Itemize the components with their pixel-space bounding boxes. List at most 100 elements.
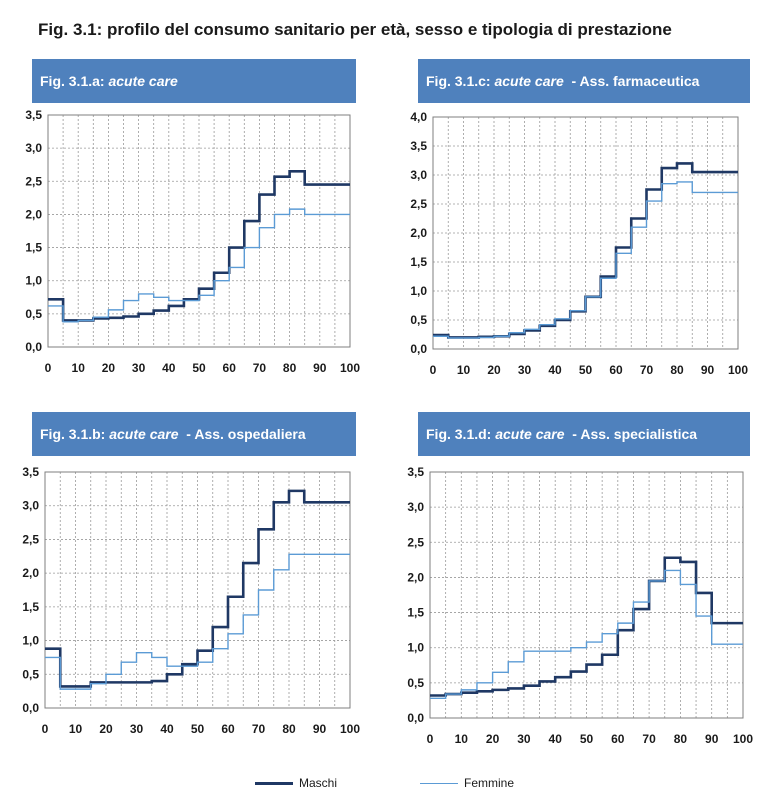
- y-tick-label: 1,0: [407, 641, 424, 655]
- panel-header-c: Fig. 3.1.c: acute care - Ass. farmaceuti…: [418, 59, 750, 103]
- x-tick-label: 100: [728, 363, 748, 377]
- x-tick-label: 90: [705, 732, 719, 746]
- y-tick-label: 0,0: [410, 342, 427, 356]
- plot-area: [429, 471, 744, 719]
- y-tick-label: 1,0: [22, 634, 39, 648]
- legend-label-femmine: Femmine: [464, 776, 515, 790]
- x-tick-label: 80: [674, 732, 688, 746]
- x-tick-label: 50: [191, 722, 205, 736]
- panel-header-d: Fig. 3.1.d: acute care - Ass. specialist…: [418, 412, 750, 456]
- panel-title-suffix: - Ass. ospedaliera: [178, 426, 306, 442]
- legend-label-maschi: Maschi: [299, 776, 338, 790]
- x-tick-label: 40: [160, 722, 174, 736]
- x-tick-label: 10: [72, 361, 86, 375]
- x-tick-label: 50: [192, 361, 206, 375]
- x-tick-label: 80: [283, 361, 297, 375]
- x-tick-label: 90: [313, 361, 327, 375]
- legend-swatch-maschi: [255, 781, 293, 785]
- panel-title-italic: acute care: [108, 73, 178, 89]
- panel-title-italic: acute care: [494, 73, 564, 89]
- panel-header-a: Fig. 3.1.a: acute care: [32, 59, 356, 103]
- y-tick-label: 0,5: [410, 313, 427, 327]
- x-tick-label: 40: [548, 363, 562, 377]
- y-tick-label: 0,0: [25, 340, 42, 354]
- legend-item-femmine: Femmine: [420, 776, 514, 790]
- series-line-maschi: [430, 556, 743, 697]
- y-tick-label: 3,5: [25, 108, 42, 122]
- x-tick-label: 70: [253, 361, 267, 375]
- panel-title-prefix: Fig. 3.1.a:: [40, 73, 105, 89]
- series-line-femmine: [430, 569, 743, 700]
- y-tick-label: 2,5: [25, 174, 42, 188]
- panel-title-italic: acute care: [109, 426, 179, 442]
- x-tick-label: 10: [69, 722, 83, 736]
- x-tick-label: 100: [733, 732, 753, 746]
- y-tick-label: 0,0: [407, 711, 424, 725]
- x-tick-label: 70: [642, 732, 656, 746]
- panel-title-suffix: - Ass. specialistica: [564, 426, 698, 442]
- y-tick-label: 2,0: [407, 570, 424, 584]
- y-tick-label: 1,0: [25, 274, 42, 288]
- x-tick-label: 50: [580, 732, 594, 746]
- legend-item-maschi: Maschi: [255, 776, 337, 790]
- y-tick-label: 3,5: [407, 465, 424, 479]
- chart-c: 0,0 0,5 1,0 1,5 2,0 2,5 3,0 3,5 4,0 0 10 20 30 40 50 60…: [410, 110, 748, 377]
- x-tick-label: 30: [517, 732, 531, 746]
- x-tick-label: 60: [611, 732, 625, 746]
- y-tick-label: 1,5: [25, 241, 42, 255]
- x-tick-label: 20: [487, 363, 501, 377]
- panel-header-b: Fig. 3.1.b: acute care - Ass. ospedalier…: [32, 412, 356, 456]
- y-tick-label: 0,5: [407, 676, 424, 690]
- x-tick-label: 50: [579, 363, 593, 377]
- panel-title-italic: acute care: [495, 426, 565, 442]
- y-tick-label: 0,5: [22, 667, 39, 681]
- series-line-femmine: [45, 553, 350, 690]
- y-tick-label: 3,0: [25, 141, 42, 155]
- x-tick-label: 60: [609, 363, 623, 377]
- plot-area: [44, 471, 351, 709]
- panel-title-prefix: Fig. 3.1.b:: [40, 426, 106, 442]
- chart-b: 0,0 0,5 1,0 1,5 2,0 2,5 3,0 3,5 0 10 20 30 40 50 60 70 8…: [22, 465, 360, 736]
- y-tick-label: 1,0: [410, 284, 427, 298]
- series-line-maschi: [45, 489, 350, 688]
- x-tick-label: 20: [99, 722, 113, 736]
- series-line-femmine: [433, 181, 738, 339]
- x-tick-label: 0: [427, 732, 434, 746]
- x-tick-label: 80: [282, 722, 296, 736]
- x-tick-label: 30: [130, 722, 144, 736]
- y-tick-label: 2,0: [22, 566, 39, 580]
- panel-title-prefix: Fig. 3.1.d:: [426, 426, 492, 442]
- x-tick-label: 20: [486, 732, 500, 746]
- y-tick-label: 2,5: [410, 197, 427, 211]
- x-tick-label: 20: [102, 361, 116, 375]
- x-tick-label: 60: [223, 361, 237, 375]
- figure-title: Fig. 3.1: profilo del consumo sanitario …: [38, 20, 672, 39]
- y-tick-label: 0,0: [22, 701, 39, 715]
- plot-area: [47, 114, 351, 348]
- x-tick-label: 0: [42, 722, 49, 736]
- chart-d: 0,0 0,5 1,0 1,5 2,0 2,5 3,0 3,5 0 10 20 30 40 50 60 70 8…: [407, 465, 753, 746]
- x-tick-label: 90: [701, 363, 715, 377]
- y-tick-label: 2,5: [407, 535, 424, 549]
- y-tick-label: 3,5: [410, 139, 427, 153]
- chart-a: 0,0 0,5 1,0 1,5 2,0 2,5 3,0 3,5 0 10 20 30 40 50 60 70 8…: [25, 108, 360, 375]
- y-tick-label: 1,5: [410, 255, 427, 269]
- y-tick-label: 3,5: [22, 465, 39, 479]
- x-tick-label: 70: [640, 363, 654, 377]
- x-tick-label: 90: [313, 722, 327, 736]
- y-tick-label: 1,5: [22, 600, 39, 614]
- y-tick-label: 0,5: [25, 307, 42, 321]
- y-tick-label: 1,5: [407, 606, 424, 620]
- x-tick-label: 60: [221, 722, 235, 736]
- y-tick-label: 2,0: [410, 226, 427, 240]
- y-tick-label: 2,0: [25, 207, 42, 221]
- y-tick-label: 3,0: [407, 500, 424, 514]
- x-tick-label: 30: [518, 363, 532, 377]
- plot-area: [432, 116, 739, 350]
- y-tick-label: 2,5: [22, 532, 39, 546]
- series-line-femmine: [48, 208, 350, 323]
- x-tick-label: 0: [430, 363, 437, 377]
- x-tick-label: 30: [132, 361, 146, 375]
- y-tick-label: 4,0: [410, 110, 427, 124]
